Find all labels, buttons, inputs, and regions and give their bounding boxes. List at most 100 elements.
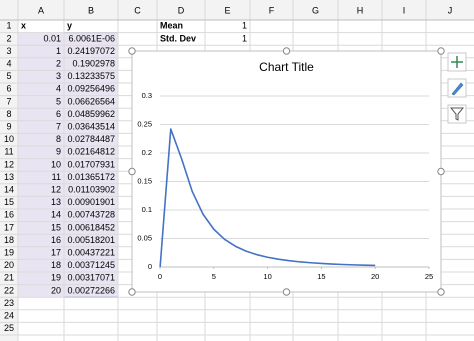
row-number: 20 bbox=[4, 260, 14, 270]
cell: 0.00901901 bbox=[67, 197, 115, 207]
filter-icon bbox=[449, 107, 465, 121]
cell: 0.02164812 bbox=[67, 147, 115, 157]
cell: 0.01707931 bbox=[67, 159, 115, 169]
cell: 13 bbox=[51, 197, 61, 207]
row-number: 15 bbox=[4, 197, 14, 207]
column-letter: J bbox=[448, 5, 453, 15]
x-tick-label: 0 bbox=[158, 272, 162, 281]
row-header-bar bbox=[0, 0, 18, 341]
cell: 9 bbox=[56, 147, 61, 157]
cell: 0.02784487 bbox=[67, 134, 115, 144]
chart-area[interactable] bbox=[131, 50, 442, 293]
column-letter: F bbox=[269, 5, 275, 15]
x-tick-label: 15 bbox=[317, 272, 325, 281]
cell: 2 bbox=[56, 58, 61, 68]
plus-icon bbox=[451, 56, 463, 68]
row-number: 2 bbox=[6, 33, 11, 43]
cell: 0.00371245 bbox=[67, 260, 115, 270]
resize-handle[interactable] bbox=[437, 288, 445, 296]
header-cell: x bbox=[21, 21, 26, 31]
y-tick-label: 0.05 bbox=[137, 233, 152, 242]
data-line bbox=[159, 128, 376, 268]
column-letter: H bbox=[357, 5, 364, 15]
x-tick-label: 25 bbox=[425, 272, 433, 281]
resize-handle[interactable] bbox=[128, 288, 136, 296]
row-number: 14 bbox=[4, 184, 14, 194]
column-letter: A bbox=[38, 5, 44, 15]
cell: 0.00437221 bbox=[67, 247, 115, 257]
brush-icon bbox=[451, 82, 464, 96]
column-letter: D bbox=[178, 5, 185, 15]
cell: 0.00743728 bbox=[67, 210, 115, 220]
cell: 14 bbox=[51, 210, 61, 220]
resize-handle[interactable] bbox=[128, 167, 136, 176]
param-value: 1 bbox=[242, 33, 247, 43]
row-number: 11 bbox=[4, 147, 13, 157]
cell: 10 bbox=[51, 159, 61, 169]
cell: 8 bbox=[56, 134, 61, 144]
resize-handle[interactable] bbox=[128, 47, 136, 55]
row-number: 19 bbox=[4, 247, 14, 257]
x-tick-label: 10 bbox=[263, 272, 271, 281]
y-tick-label: 0.15 bbox=[137, 176, 152, 185]
param-label: Std. Dev bbox=[160, 33, 196, 43]
resize-handle[interactable] bbox=[282, 288, 291, 296]
column-letter: I bbox=[403, 5, 406, 15]
cell: 0.01365172 bbox=[67, 172, 115, 182]
x-tick-label: 20 bbox=[371, 272, 379, 281]
row-number: 13 bbox=[4, 172, 14, 182]
row-number: 10 bbox=[4, 134, 14, 144]
cell: 17 bbox=[51, 247, 61, 257]
row-number: 24 bbox=[4, 310, 14, 320]
cell: 0.04859962 bbox=[67, 109, 115, 119]
cell: 0.01103902 bbox=[68, 184, 115, 194]
cell: 6 bbox=[56, 109, 61, 119]
y-tick-label: 0.2 bbox=[142, 148, 152, 157]
chart-title: Chart Title bbox=[259, 60, 314, 74]
cell: 0.00618452 bbox=[67, 222, 115, 232]
cell: 6.0061E-06 bbox=[68, 33, 115, 43]
cell: 19 bbox=[51, 273, 61, 283]
row-number: 6 bbox=[6, 84, 11, 94]
cell: 7 bbox=[56, 121, 61, 131]
row-number: 3 bbox=[6, 46, 11, 56]
cell: 0.09256496 bbox=[67, 84, 115, 94]
cell: 3 bbox=[56, 71, 61, 81]
cell: 4 bbox=[56, 84, 61, 94]
y-tick-label: 0.1 bbox=[142, 205, 152, 214]
resize-handle[interactable] bbox=[437, 167, 445, 176]
cell: 0.13233575 bbox=[67, 71, 115, 81]
cell: 18 bbox=[51, 260, 61, 270]
cell: 0.00272266 bbox=[67, 285, 115, 295]
cell: 20 bbox=[51, 285, 61, 295]
resize-handle[interactable] bbox=[282, 47, 291, 55]
cell: 0.01 bbox=[43, 33, 61, 43]
row-number: 7 bbox=[6, 96, 11, 106]
cell: 1 bbox=[56, 46, 61, 56]
column-letter: G bbox=[312, 5, 319, 15]
column-letter: B bbox=[88, 5, 94, 15]
y-tick-label: 0 bbox=[148, 262, 152, 271]
row-number: 4 bbox=[6, 58, 11, 68]
row-number: 25 bbox=[4, 323, 14, 333]
cell: 16 bbox=[51, 235, 61, 245]
row-number: 21 bbox=[4, 273, 14, 283]
cell: 11 bbox=[52, 172, 61, 182]
row-number: 8 bbox=[6, 109, 11, 119]
row-number: 23 bbox=[4, 298, 14, 308]
row-number: 5 bbox=[6, 71, 11, 81]
y-tick-label: 0.25 bbox=[137, 119, 152, 128]
cell: 0.24197072 bbox=[67, 46, 115, 56]
header-cell: y bbox=[67, 21, 72, 31]
row-number: 17 bbox=[4, 222, 14, 232]
param-label: Mean bbox=[160, 21, 183, 31]
resize-handle[interactable] bbox=[437, 47, 445, 55]
x-tick-label: 5 bbox=[212, 272, 216, 281]
row-number: 22 bbox=[4, 285, 14, 295]
cell: 0.06626564 bbox=[67, 96, 115, 106]
column-letter: E bbox=[224, 5, 230, 15]
row-number: 9 bbox=[6, 121, 11, 131]
cell: 0.00317071 bbox=[67, 273, 115, 283]
cell: 0.1902978 bbox=[72, 58, 115, 68]
